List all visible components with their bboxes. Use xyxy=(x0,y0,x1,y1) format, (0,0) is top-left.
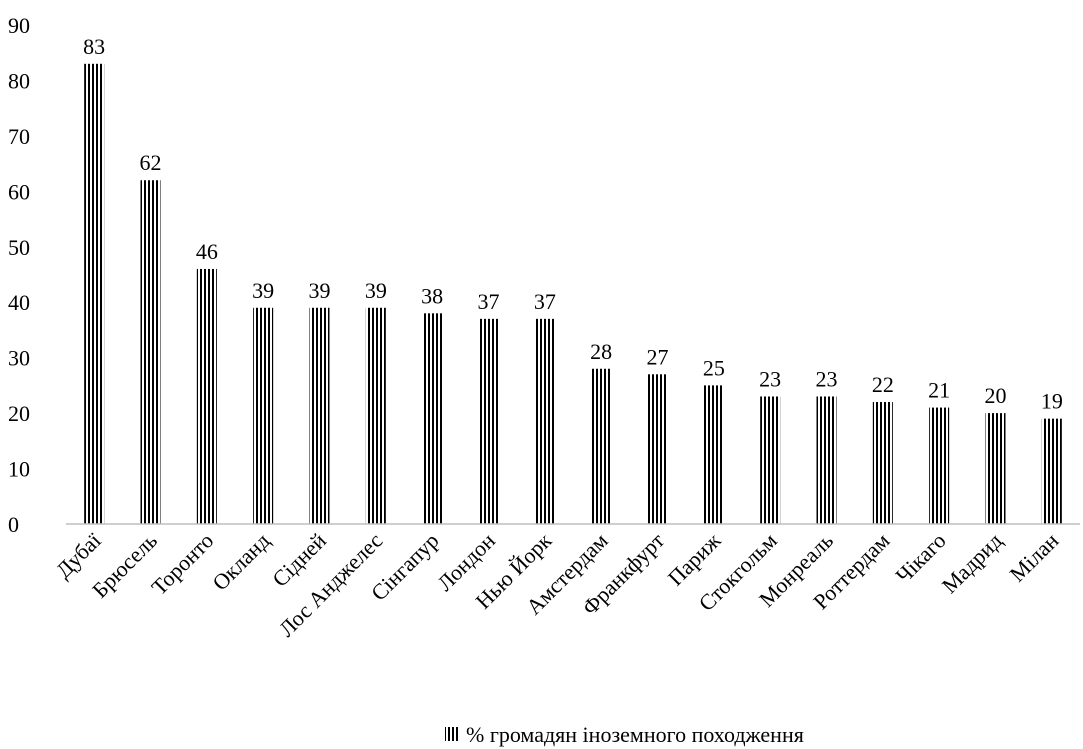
data-label: 19 xyxy=(1041,389,1063,414)
data-label: 39 xyxy=(365,278,387,303)
data-label: 25 xyxy=(703,355,725,380)
data-label: 38 xyxy=(421,283,443,308)
bar xyxy=(309,307,330,524)
x-tick-label: Окланд xyxy=(207,528,274,595)
legend-swatch-box xyxy=(445,727,459,741)
bar xyxy=(760,396,781,524)
data-label: 37 xyxy=(478,289,500,314)
data-label: 39 xyxy=(309,278,331,303)
bar xyxy=(196,268,217,524)
data-label: 62 xyxy=(140,150,162,175)
data-label: 20 xyxy=(985,383,1007,408)
y-tick-label: 40 xyxy=(8,290,30,315)
y-tick-label: 70 xyxy=(8,124,30,149)
legend: % громадян іноземного походження xyxy=(445,722,804,747)
bar xyxy=(478,318,499,524)
y-tick-label: 80 xyxy=(8,68,30,93)
bar xyxy=(534,318,555,524)
y-tick-label: 10 xyxy=(8,457,30,482)
bar xyxy=(253,307,274,524)
data-label: 46 xyxy=(196,239,218,264)
data-label: 22 xyxy=(872,372,894,397)
y-tick-label: 60 xyxy=(8,179,30,204)
data-label: 28 xyxy=(590,339,612,364)
bar xyxy=(1041,418,1062,524)
bar xyxy=(872,402,893,524)
bar xyxy=(140,180,161,524)
data-label: 23 xyxy=(816,366,838,391)
bar xyxy=(84,63,105,525)
bar xyxy=(422,313,443,524)
data-label: 27 xyxy=(647,344,669,369)
y-tick-label: 20 xyxy=(8,401,30,426)
data-labels: 83 62 46 39 39 39 38 37 37 28 27 25 23 23 22 21 20 19 xyxy=(83,34,1063,414)
legend-swatch xyxy=(445,727,459,741)
bar xyxy=(816,396,837,524)
bar xyxy=(365,307,386,524)
y-tick-label: 90 xyxy=(8,13,30,38)
bar xyxy=(703,385,724,524)
y-tick-label: 50 xyxy=(8,235,30,260)
x-tick-label: Мілан xyxy=(1005,528,1064,587)
bar xyxy=(985,413,1006,524)
bar xyxy=(591,368,612,524)
data-label: 23 xyxy=(759,366,781,391)
data-label: 39 xyxy=(252,278,274,303)
y-axis: 0 10 20 30 40 50 60 70 80 90 xyxy=(8,13,30,537)
data-label: 21 xyxy=(928,378,950,403)
y-tick-label: 0 xyxy=(8,512,19,537)
bars xyxy=(84,63,1062,525)
bar xyxy=(647,374,668,524)
y-tick-label: 30 xyxy=(8,346,30,371)
legend-label: % громадян іноземного походження xyxy=(466,722,804,747)
x-tick-label: Торонто xyxy=(146,528,218,600)
data-label: 83 xyxy=(83,34,105,59)
x-tick-label: Мадрид xyxy=(937,528,1007,598)
data-label: 37 xyxy=(534,289,556,314)
bar xyxy=(929,407,950,524)
